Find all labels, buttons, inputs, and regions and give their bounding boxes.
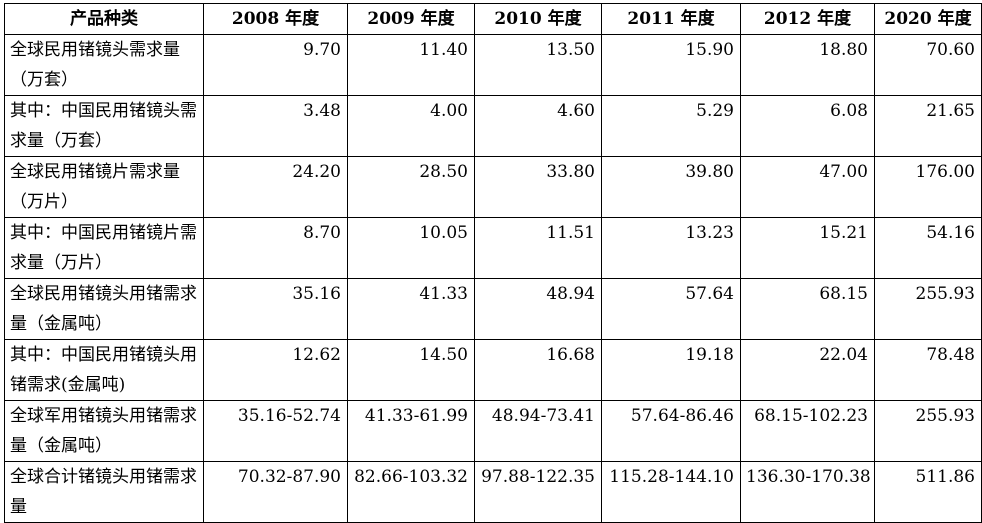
header-2011: 2011 年度 bbox=[601, 3, 741, 35]
table-cell: 57.64 bbox=[601, 278, 741, 340]
table-cell: 12.62 bbox=[203, 339, 348, 401]
row-label: 全球民用锗镜片需求量（万片） bbox=[4, 156, 204, 218]
table-cell: 28.50 bbox=[347, 156, 475, 218]
header-2010: 2010 年度 bbox=[474, 3, 602, 35]
table-cell: 48.94 bbox=[474, 278, 602, 340]
table-row: 全球民用锗镜片需求量（万片） 24.20 28.50 33.80 39.80 4… bbox=[4, 156, 982, 218]
header-2012: 2012 年度 bbox=[740, 3, 875, 35]
row-label: 全球民用锗镜头需求量（万套） bbox=[4, 34, 204, 96]
row-label: 其中：中国民用锗镜头用锗需求(金属吨) bbox=[4, 339, 204, 401]
table-cell: 57.64-86.46 bbox=[601, 400, 741, 462]
demand-table: 产品种类 2008 年度 2009 年度 2010 年度 2011 年度 201… bbox=[4, 3, 982, 523]
table-cell: 8.70 bbox=[203, 217, 348, 279]
table-cell: 33.80 bbox=[474, 156, 602, 218]
table-cell: 255.93 bbox=[874, 400, 982, 462]
table-cell: 35.16-52.74 bbox=[203, 400, 348, 462]
header-2008: 2008 年度 bbox=[203, 3, 348, 35]
table-cell: 6.08 bbox=[740, 95, 875, 157]
table-cell: 22.04 bbox=[740, 339, 875, 401]
row-label: 全球合计锗镜头用锗需求量 bbox=[4, 461, 204, 523]
table-row: 其中：中国民用锗镜片需求量（万片） 8.70 10.05 11.51 13.23… bbox=[4, 217, 982, 279]
table-row: 其中：中国民用锗镜头用锗需求(金属吨) 12.62 14.50 16.68 19… bbox=[4, 339, 982, 401]
table-cell: 136.30-170.38 bbox=[740, 461, 875, 523]
table-cell: 16.68 bbox=[474, 339, 602, 401]
row-label: 全球军用锗镜头用锗需求量（金属吨） bbox=[4, 400, 204, 462]
header-2020: 2020 年度 bbox=[874, 3, 982, 35]
table-row: 全球民用锗镜头用锗需求量（金属吨） 35.16 41.33 48.94 57.6… bbox=[4, 278, 982, 340]
table-cell: 39.80 bbox=[601, 156, 741, 218]
table-cell: 24.20 bbox=[203, 156, 348, 218]
table-cell: 48.94-73.41 bbox=[474, 400, 602, 462]
table-cell: 41.33-61.99 bbox=[347, 400, 475, 462]
table-cell: 78.48 bbox=[874, 339, 982, 401]
table-cell: 70.32-87.90 bbox=[203, 461, 348, 523]
table-cell: 68.15 bbox=[740, 278, 875, 340]
table-cell: 13.50 bbox=[474, 34, 602, 96]
table-cell: 18.80 bbox=[740, 34, 875, 96]
row-label: 其中：中国民用锗镜片需求量（万片） bbox=[4, 217, 204, 279]
table-cell: 13.23 bbox=[601, 217, 741, 279]
table-cell: 4.00 bbox=[347, 95, 475, 157]
table-cell: 511.86 bbox=[874, 461, 982, 523]
table-cell: 176.00 bbox=[874, 156, 982, 218]
table-cell: 19.18 bbox=[601, 339, 741, 401]
table-cell: 41.33 bbox=[347, 278, 475, 340]
table-cell: 35.16 bbox=[203, 278, 348, 340]
table-cell: 68.15-102.23 bbox=[740, 400, 875, 462]
table-cell: 5.29 bbox=[601, 95, 741, 157]
table-cell: 70.60 bbox=[874, 34, 982, 96]
table-cell: 9.70 bbox=[203, 34, 348, 96]
table-row: 其中：中国民用锗镜头需求量（万套） 3.48 4.00 4.60 5.29 6.… bbox=[4, 95, 982, 157]
table-cell: 11.51 bbox=[474, 217, 602, 279]
table-cell: 4.60 bbox=[474, 95, 602, 157]
table-cell: 97.88-122.35 bbox=[474, 461, 602, 523]
table-header-row: 产品种类 2008 年度 2009 年度 2010 年度 2011 年度 201… bbox=[4, 3, 982, 35]
table-cell: 14.50 bbox=[347, 339, 475, 401]
header-2009: 2009 年度 bbox=[347, 3, 475, 35]
table-cell: 10.05 bbox=[347, 217, 475, 279]
table-cell: 15.90 bbox=[601, 34, 741, 96]
table-row: 全球合计锗镜头用锗需求量 70.32-87.90 82.66-103.32 97… bbox=[4, 461, 982, 523]
header-product-type: 产品种类 bbox=[4, 3, 204, 35]
table-cell: 3.48 bbox=[203, 95, 348, 157]
table-cell: 11.40 bbox=[347, 34, 475, 96]
table-cell: 47.00 bbox=[740, 156, 875, 218]
table-cell: 115.28-144.10 bbox=[601, 461, 741, 523]
table-cell: 255.93 bbox=[874, 278, 982, 340]
table-cell: 82.66-103.32 bbox=[347, 461, 475, 523]
table-cell: 21.65 bbox=[874, 95, 982, 157]
table-row: 全球军用锗镜头用锗需求量（金属吨） 35.16-52.74 41.33-61.9… bbox=[4, 400, 982, 462]
table-row: 全球民用锗镜头需求量（万套） 9.70 11.40 13.50 15.90 18… bbox=[4, 34, 982, 96]
table-cell: 54.16 bbox=[874, 217, 982, 279]
table-cell: 15.21 bbox=[740, 217, 875, 279]
row-label: 其中：中国民用锗镜头需求量（万套） bbox=[4, 95, 204, 157]
row-label: 全球民用锗镜头用锗需求量（金属吨） bbox=[4, 278, 204, 340]
